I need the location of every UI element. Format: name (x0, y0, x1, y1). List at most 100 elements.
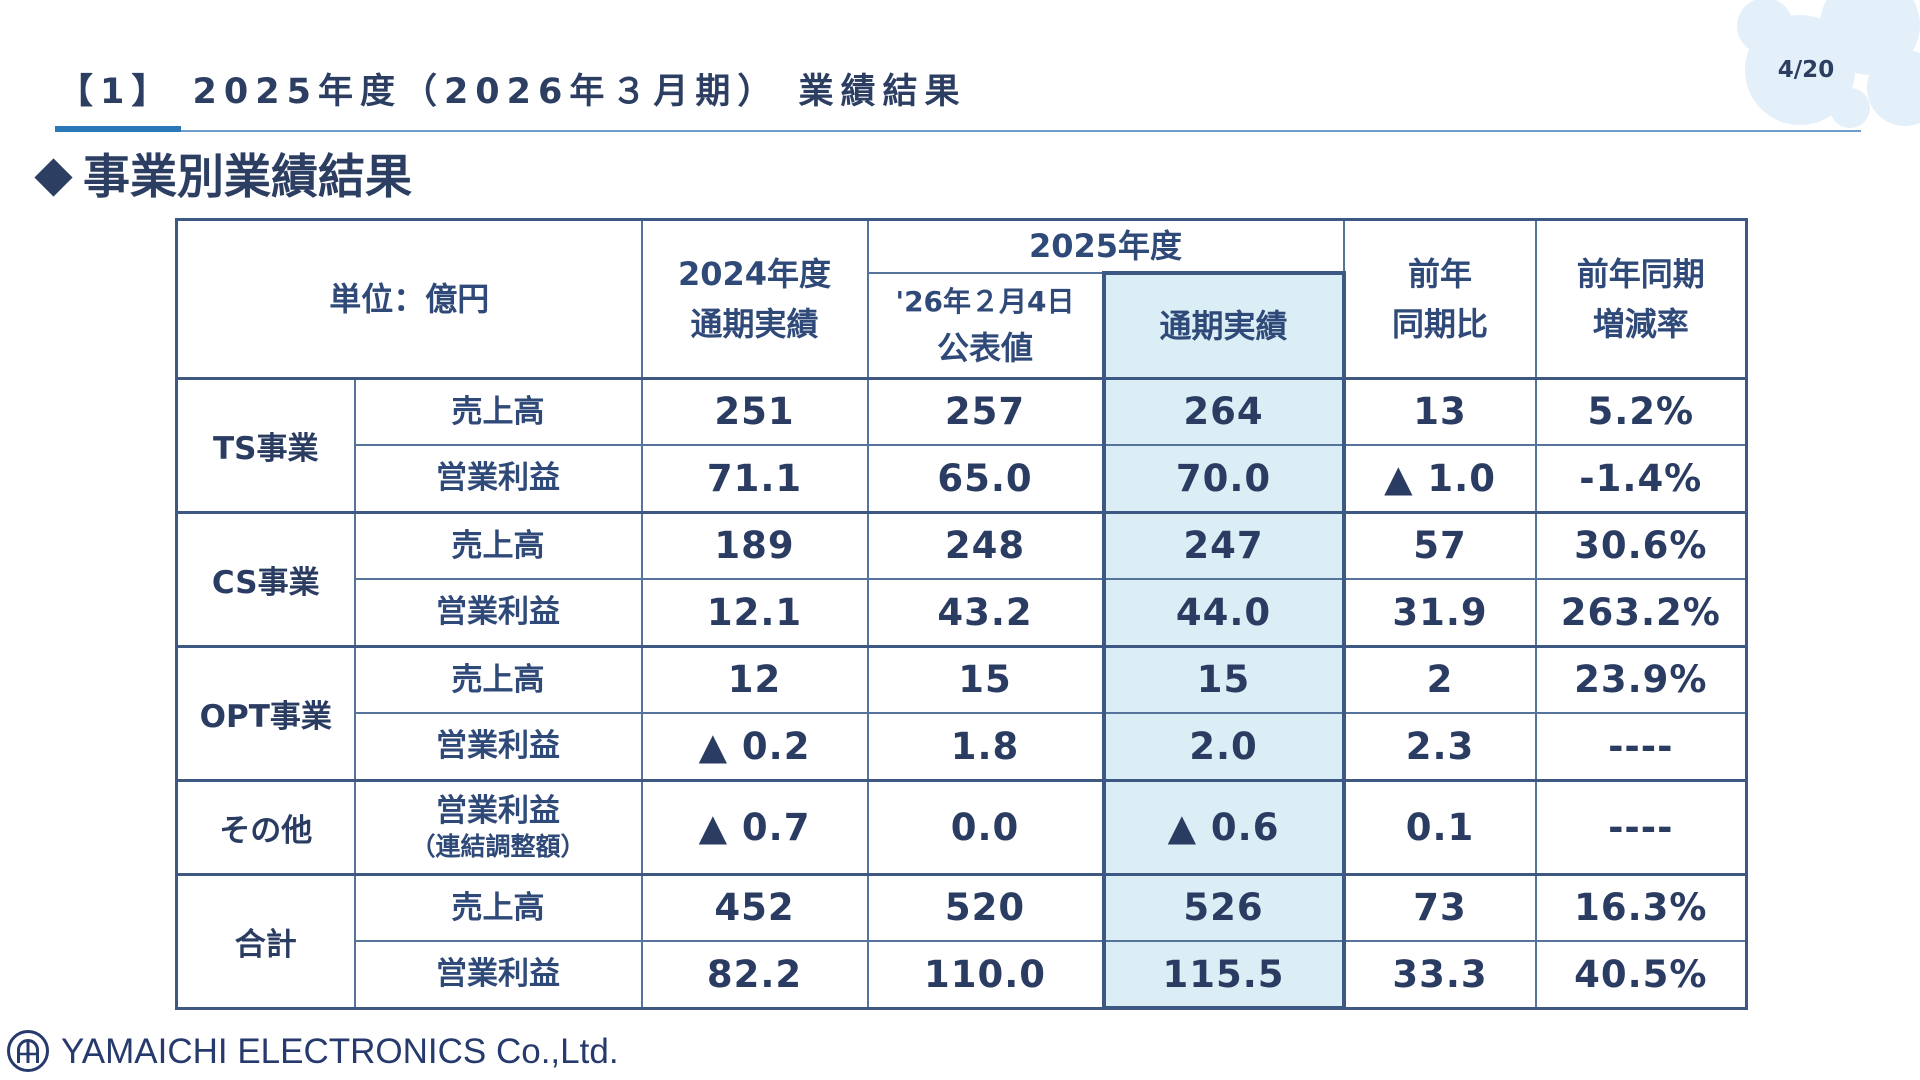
company-name: YAMAICHI ELECTRONICS Co.,Ltd. (61, 1032, 619, 1071)
value-yoy-change: 0.1 (1342, 778, 1537, 875)
value-fy2025-forecast: 43.2 (866, 578, 1105, 647)
value-fy2024: 12.1 (640, 578, 869, 647)
table-row: 営業利益 71.1 65.0 70.0 ▲ 1.0 -1.4% (177, 444, 1748, 513)
value-fy2025-actual: 44.0 (1101, 578, 1346, 647)
value-fy2024: 452 (640, 872, 869, 942)
header-fy2024-full-year-results: 2024年度 通期実績 (640, 218, 869, 379)
value-fy2025-actual: 2.0 (1101, 712, 1346, 781)
table-row: OPT事業 売上高 12 15 15 2 23.9% (175, 644, 1748, 781)
table-row: その他 営業利益 （連結調整額） ▲ 0.7 0.0 ▲ 0.6 0.1 ---… (175, 778, 1748, 875)
value-yoy-rate: 263.2% (1534, 578, 1748, 647)
value-fy2025-forecast: 15 (866, 644, 1105, 714)
header-unit: 単位：億円 (175, 218, 643, 379)
value-yoy-rate: 40.5% (1534, 940, 1748, 1009)
item-label-note: （連結調整額） (410, 832, 586, 861)
table-row: TS事業 売上高 251 257 264 13 5.2% (175, 376, 1748, 513)
segment-label-ts: TS事業 (175, 376, 356, 513)
value-fy2025-forecast: 248 (866, 510, 1105, 580)
item-label-net-sales: 売上高 (353, 376, 643, 446)
table-row: CS事業 売上高 189 248 247 57 30.6% (175, 510, 1748, 647)
item-label-operating-income: 営業利益 (353, 578, 643, 647)
item-label-operating-income: 営業利益 (353, 940, 643, 1009)
header-yoy-change: 前年 同期比 (1342, 218, 1537, 379)
header-fy2025-full-year-results: 通期実績 (1101, 271, 1346, 379)
value-yoy-rate: 5.2% (1534, 376, 1748, 446)
value-fy2025-forecast: 520 (866, 872, 1105, 942)
value-yoy-rate: 23.9% (1534, 644, 1748, 714)
value-fy2025-actual: 264 (1101, 376, 1346, 446)
segment-label-cs: CS事業 (175, 510, 356, 647)
section-heading: 事業別業績結果 (0, 150, 600, 206)
header-line: 増減率 (1592, 304, 1689, 343)
value-fy2025-forecast: 0.0 (866, 778, 1105, 875)
value-yoy-change: 2 (1342, 644, 1537, 714)
item-label-operating-income: 営業利益 (353, 444, 643, 513)
header-line: 2024年度 (677, 254, 832, 293)
header-line: 同期比 (1392, 304, 1489, 343)
value-yoy-change: ▲ 1.0 (1342, 444, 1537, 513)
segment-label-opt: OPT事業 (175, 644, 356, 781)
value-fy2025-actual: 115.5 (1101, 940, 1346, 1010)
header-line: 前年 (1408, 254, 1473, 293)
value-yoy-change: 2.3 (1342, 712, 1537, 781)
segment-label-other: その他 (175, 778, 356, 875)
value-yoy-change: 57 (1342, 510, 1537, 580)
item-label-net-sales: 売上高 (353, 510, 643, 580)
item-label-text: 営業利益 (436, 793, 560, 829)
value-fy2024: ▲ 0.2 (640, 712, 869, 781)
item-label-operating-income: 営業利益 (353, 712, 643, 781)
value-fy2025-actual: ▲ 0.6 (1101, 778, 1346, 875)
header-line: 通期実績 (690, 304, 819, 343)
table-row: 営業利益 82.2 110.0 115.5 33.3 40.5% (177, 940, 1748, 1010)
decorative-cloud-shape (1737, 0, 1920, 128)
value-fy2025-actual: 15 (1101, 644, 1346, 714)
value-fy2025-actual: 526 (1101, 872, 1346, 942)
item-label-net-sales: 売上高 (353, 644, 643, 714)
value-fy2024: 251 (640, 376, 869, 446)
value-fy2025-actual: 247 (1101, 510, 1346, 580)
table-row: 営業利益 12.1 43.2 44.0 31.9 263.2% (177, 578, 1748, 647)
title-underline-accent (55, 126, 181, 132)
value-fy2024: 82.2 (640, 940, 869, 1009)
value-fy2024: 71.1 (640, 444, 869, 513)
value-yoy-change: 33.3 (1342, 940, 1537, 1009)
value-yoy-change: 73 (1342, 872, 1537, 942)
yamaichi-logo-icon (7, 1030, 49, 1072)
header-line: 前年同期 (1576, 254, 1705, 293)
slide-title: 【1】 2025年度（2026年３月期） 業績結果 (58, 72, 967, 112)
section-heading-text: 事業別業績結果 (83, 150, 412, 205)
title-underline (55, 130, 1861, 132)
table-row: 営業利益 ▲ 0.2 1.8 2.0 2.3 ---- (177, 712, 1748, 781)
value-yoy-change: 31.9 (1342, 578, 1537, 647)
item-label-net-sales: 売上高 (353, 872, 643, 942)
value-fy2024: 12 (640, 644, 869, 714)
header-fy2025: 2025年度 (866, 218, 1345, 274)
value-fy2025-forecast: 257 (866, 376, 1105, 446)
header-line: 公表値 (937, 329, 1034, 368)
value-yoy-rate: 16.3% (1534, 872, 1748, 942)
value-fy2025-forecast: 110.0 (866, 940, 1105, 1009)
header-fy2025-forecast: '26年２月4日 公表値 (866, 272, 1105, 379)
value-yoy-rate: ---- (1534, 712, 1748, 781)
value-fy2024: 189 (640, 510, 869, 580)
value-fy2025-actual: 70.0 (1101, 444, 1346, 513)
segment-results-table: 単位：億円 2024年度 通期実績 2025年度 前年 同期比 前年同期 増減率 (175, 218, 1749, 1010)
value-yoy-rate: 30.6% (1534, 510, 1748, 580)
value-yoy-rate: ---- (1534, 778, 1748, 875)
value-yoy-rate: -1.4% (1534, 444, 1748, 513)
table-header-row: '26年２月4日 公表値 通期実績 (177, 271, 1747, 379)
item-label-operating-income: 営業利益 （連結調整額） (353, 778, 643, 875)
table-row: 合計 売上高 452 520 526 73 16.3% (175, 872, 1748, 1009)
company-logo: YAMAICHI ELECTRONICS Co.,Ltd. (0, 1029, 700, 1075)
header-yoy-change-rate: 前年同期 増減率 (1534, 218, 1748, 379)
diamond-bullet-icon (34, 158, 73, 197)
value-fy2025-forecast: 65.0 (866, 444, 1105, 513)
table-header-row: 単位：億円 2024年度 通期実績 2025年度 前年 同期比 前年同期 増減率 (175, 218, 1748, 379)
value-yoy-change: 13 (1342, 376, 1537, 446)
value-fy2024: ▲ 0.7 (640, 778, 869, 875)
segment-label-total: 合計 (175, 872, 356, 1009)
page-number: 4/20 (1777, 57, 1835, 83)
header-line: '26年２月4日 (895, 285, 1075, 319)
value-fy2025-forecast: 1.8 (866, 712, 1105, 781)
